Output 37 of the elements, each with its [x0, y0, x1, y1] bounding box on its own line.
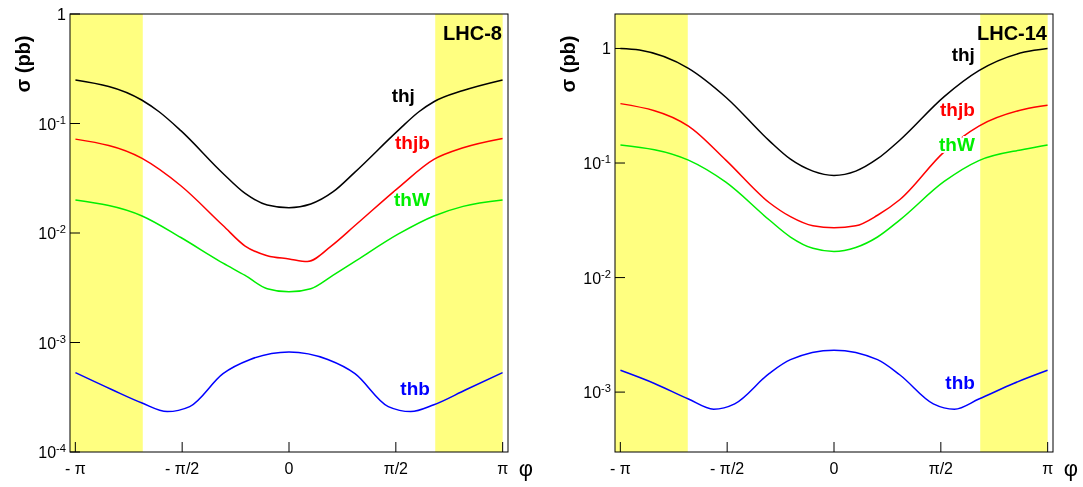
y-tick-label: 1 — [57, 6, 67, 23]
x-tick-label: π — [497, 460, 509, 477]
x-tick-label: - π — [609, 460, 631, 477]
y-tick-label: 10$^{-4}$ — [38, 442, 66, 461]
x-axis-title: φ — [1063, 456, 1079, 481]
x-tick-label: π/2 — [928, 460, 954, 477]
series-label: thb — [400, 377, 430, 399]
y-axis-title: σ (pb) — [12, 35, 34, 93]
x-tick-label: π/2 — [383, 460, 409, 477]
series-label: thb — [945, 372, 975, 394]
series-label: thj — [391, 84, 415, 106]
y-tick-label: 1 — [602, 40, 612, 58]
y-axis-title: σ (pb) — [557, 35, 579, 93]
line-series — [74, 79, 504, 209]
x-axis-title: φ — [518, 456, 534, 481]
x-tick-label: - π/2 — [165, 460, 200, 477]
x-tick-label: π — [1042, 460, 1054, 477]
line-series — [619, 349, 1049, 410]
series-label: thW — [393, 188, 430, 210]
y-tick-label: 10$^{-1}$ — [38, 113, 66, 133]
line-series — [74, 137, 504, 263]
x-tick-label: - π/2 — [710, 460, 745, 477]
series-label: thjb — [940, 99, 975, 121]
x-tick-label: 0 — [829, 460, 839, 477]
y-tick-label: 10$^{-3}$ — [38, 332, 66, 352]
x-tick-label: 0 — [284, 460, 294, 477]
y-tick-label: 10$^{-2}$ — [38, 223, 66, 242]
x-tick-label: - π — [64, 460, 86, 477]
line-series — [74, 351, 504, 413]
annotation: LHC-8 — [443, 22, 502, 44]
line-series — [619, 102, 1049, 229]
series-label: thj — [951, 43, 975, 65]
annotation: LHC-14 — [976, 22, 1048, 44]
y-tick-label: 10$^{-2}$ — [583, 267, 611, 287]
series-label: thjb — [395, 132, 430, 154]
y-tick-label: 10$^{-1}$ — [583, 153, 611, 173]
y-tick-label: 10$^{-3}$ — [583, 382, 611, 402]
